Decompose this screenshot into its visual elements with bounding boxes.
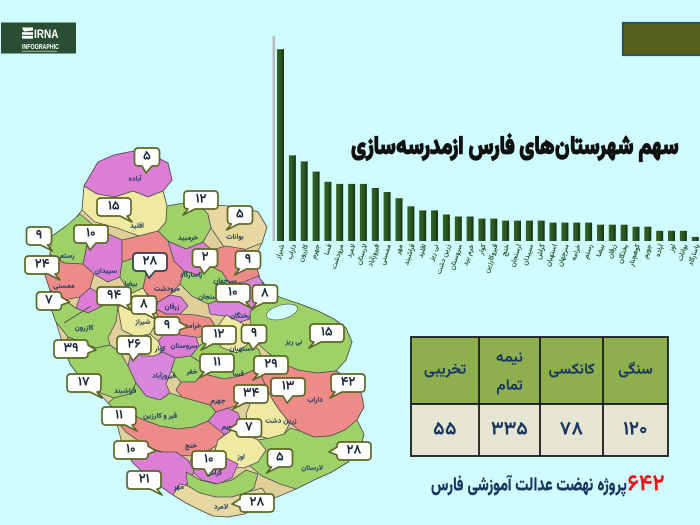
svg-text:IRNA: IRNA — [34, 27, 59, 41]
svg-text:INFOGRAPHIC: INFOGRAPHIC — [22, 42, 59, 51]
